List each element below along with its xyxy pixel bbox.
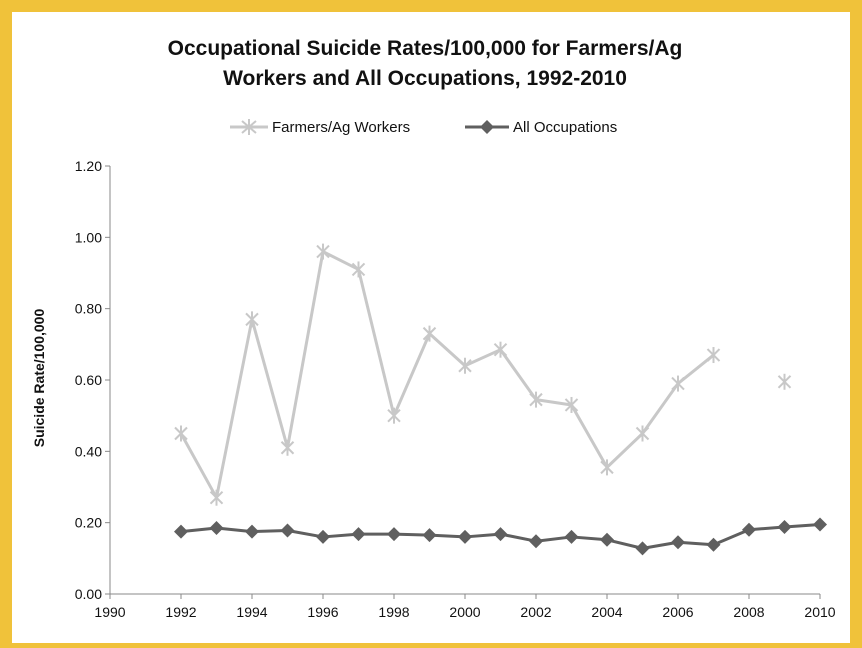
- legend-star-icon: [241, 119, 257, 135]
- x-tick-label: 1998: [378, 604, 409, 620]
- y-tick-label: 0.00: [75, 586, 102, 602]
- data-point-star: [351, 261, 366, 278]
- data-point-diamond: [422, 528, 437, 543]
- line-chart: Occupational Suicide Rates/100,000 for F…: [31, 37, 836, 620]
- data-point-diamond: [777, 519, 792, 534]
- legend-label-all: All Occupations: [513, 119, 617, 136]
- chart-title-line-1: Occupational Suicide Rates/100,000 for F…: [168, 37, 683, 60]
- x-tick-label: 2004: [591, 604, 622, 620]
- y-tick-label: 0.40: [75, 443, 102, 459]
- y-tick-label: 0.60: [75, 372, 102, 388]
- series-line: [179, 250, 715, 500]
- data-point-diamond: [174, 524, 188, 539]
- x-tick-label: 1996: [307, 604, 338, 620]
- data-point-diamond: [209, 521, 224, 536]
- series-1: [174, 517, 827, 556]
- data-point-star: [174, 425, 188, 442]
- data-point-star: [635, 425, 650, 442]
- series-group: [174, 243, 827, 556]
- data-point-star: [209, 489, 224, 506]
- y-ticks: 0.00 0.20 0.40 0.60 0.80 1.00 1.20: [75, 158, 110, 602]
- data-point-diamond: [351, 527, 366, 542]
- legend: Farmers/Ag Workers All Occupations: [230, 119, 617, 136]
- data-point-diamond: [635, 541, 650, 556]
- data-point-star: [706, 347, 721, 364]
- data-point-star: [387, 407, 401, 424]
- y-tick-label: 0.20: [75, 515, 102, 531]
- y-tick-label: 1.00: [75, 229, 102, 245]
- data-point-diamond: [458, 529, 472, 544]
- data-point-diamond: [493, 527, 508, 542]
- data-point-star: [280, 439, 295, 456]
- chart-title-line-2: Workers and All Occupations, 1992-2010: [223, 67, 627, 90]
- data-point-star: [458, 357, 472, 374]
- x-tick-label: 1992: [165, 604, 196, 620]
- data-point-diamond: [387, 527, 401, 542]
- data-point-star: [564, 396, 579, 413]
- series-0: [174, 243, 792, 506]
- y-axis-label: Suicide Rate/100,000: [31, 309, 47, 448]
- x-tick-label: 2010: [804, 604, 835, 620]
- data-point-diamond: [742, 522, 756, 537]
- x-ticks: 1990 1992 1994 1996 1998 2000 2002 2004 2006 2008…: [94, 594, 836, 620]
- y-tick-label: 0.80: [75, 301, 102, 317]
- data-point-star: [493, 341, 508, 358]
- data-point-diamond: [671, 535, 685, 550]
- legend-diamond-icon: [480, 120, 494, 134]
- x-tick-label: 1990: [94, 604, 125, 620]
- data-point-star: [671, 375, 685, 392]
- y-tick-label: 1.20: [75, 158, 102, 174]
- data-point-diamond: [564, 529, 579, 544]
- data-point-diamond: [600, 532, 614, 547]
- data-point-star: [777, 373, 792, 390]
- data-point-star: [422, 325, 437, 342]
- data-point-diamond: [316, 529, 330, 544]
- x-tick-label: 2008: [733, 604, 764, 620]
- data-point-star: [316, 243, 330, 260]
- data-point-star: [245, 311, 259, 328]
- x-tick-label: 2000: [449, 604, 480, 620]
- x-tick-label: 2006: [662, 604, 693, 620]
- data-point-diamond: [280, 523, 295, 538]
- data-point-star: [529, 391, 543, 408]
- data-point-diamond: [813, 517, 827, 532]
- data-point-diamond: [706, 537, 721, 552]
- legend-label-farmers: Farmers/Ag Workers: [272, 119, 410, 136]
- chart-frame: Occupational Suicide Rates/100,000 for F…: [12, 12, 850, 643]
- x-tick-label: 2002: [520, 604, 551, 620]
- data-point-star: [600, 459, 614, 476]
- data-point-diamond: [529, 534, 543, 549]
- x-tick-label: 1994: [236, 604, 267, 620]
- data-point-diamond: [245, 524, 259, 539]
